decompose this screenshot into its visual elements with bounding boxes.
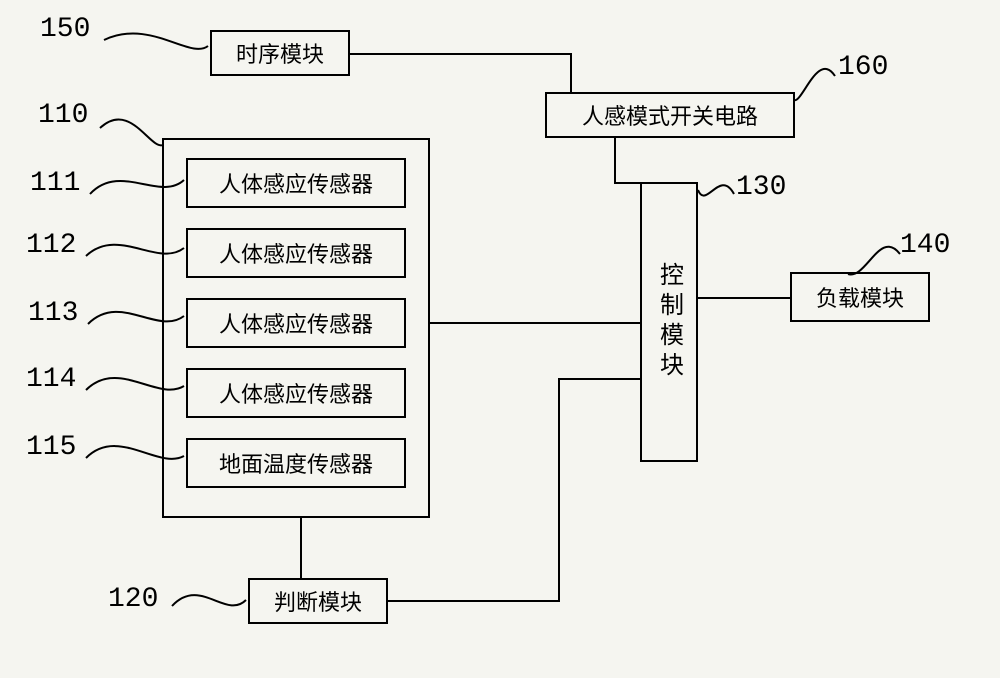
timing-module-box: 时序模块 <box>210 30 350 76</box>
switch-circuit-label: 人感模式开关电路 <box>582 99 758 131</box>
sensor-1-box: 人体感应传感器 <box>186 158 406 208</box>
ref-160: 160 <box>838 52 888 83</box>
judge-module-label: 判断模块 <box>274 585 362 617</box>
sensor-2-label: 人体感应传感器 <box>219 237 373 269</box>
sensor-5-label: 地面温度传感器 <box>219 447 373 479</box>
sensor-2-box: 人体感应传感器 <box>186 228 406 278</box>
ref-110: 110 <box>38 100 88 131</box>
ref-130: 130 <box>736 172 786 203</box>
ref-115: 115 <box>26 432 76 463</box>
sensor-3-box: 人体感应传感器 <box>186 298 406 348</box>
load-module-box: 负载模块 <box>790 272 930 322</box>
sensor-4-box: 人体感应传感器 <box>186 368 406 418</box>
control-module-box: 控制模块 <box>640 182 698 462</box>
ref-114: 114 <box>26 364 76 395</box>
ref-120: 120 <box>108 584 158 615</box>
ref-113: 113 <box>28 298 78 329</box>
ref-150: 150 <box>40 14 90 45</box>
leader-lines <box>0 0 1000 678</box>
ref-112: 112 <box>26 230 76 261</box>
sensor-1-label: 人体感应传感器 <box>219 167 373 199</box>
control-module-label: 控制模块 <box>652 262 687 382</box>
sensor-3-label: 人体感应传感器 <box>219 307 373 339</box>
judge-module-box: 判断模块 <box>248 578 388 624</box>
timing-module-label: 时序模块 <box>236 37 324 69</box>
sensor-5-box: 地面温度传感器 <box>186 438 406 488</box>
ref-140: 140 <box>900 230 950 261</box>
switch-circuit-box: 人感模式开关电路 <box>545 92 795 138</box>
ref-111: 111 <box>30 168 80 199</box>
load-module-label: 负载模块 <box>816 281 904 313</box>
sensor-4-label: 人体感应传感器 <box>219 377 373 409</box>
